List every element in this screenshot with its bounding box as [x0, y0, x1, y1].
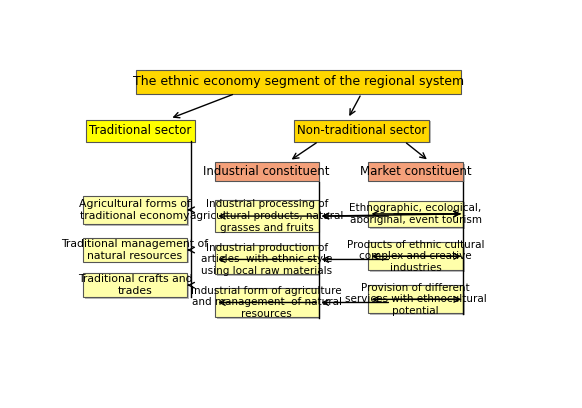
Text: Traditional sector: Traditional sector: [89, 124, 191, 137]
Bar: [215, 162, 318, 181]
Text: Industrial production of
articles  with ethnic style
using local raw materials: Industrial production of articles with e…: [201, 243, 332, 276]
Text: Traditional crafts and
trades: Traditional crafts and trades: [77, 275, 192, 296]
Text: Traditional management of
natural resources: Traditional management of natural resour…: [62, 239, 208, 261]
Bar: [88, 121, 196, 143]
Bar: [368, 162, 463, 181]
Bar: [370, 287, 464, 315]
Bar: [217, 164, 320, 182]
Bar: [83, 238, 187, 262]
Text: Agricultural forms of
traditional economy: Agricultural forms of traditional econom…: [79, 199, 191, 221]
Bar: [368, 201, 463, 227]
Bar: [217, 289, 320, 319]
Bar: [83, 196, 187, 224]
Bar: [368, 285, 463, 313]
Text: Ethnographic, ecological,
aboriginal, event tourism: Ethnographic, ecological, aboriginal, ev…: [349, 203, 482, 225]
Bar: [370, 202, 464, 229]
Text: Non-traditional sector: Non-traditional sector: [297, 124, 426, 137]
Bar: [217, 246, 320, 276]
Bar: [217, 202, 320, 233]
Text: Industrial processing of
agricultural products, natural
grasses and fruits: Industrial processing of agricultural pr…: [190, 200, 343, 233]
Bar: [215, 244, 318, 274]
Bar: [215, 200, 318, 232]
Bar: [136, 70, 461, 94]
Bar: [370, 244, 464, 272]
Bar: [85, 197, 189, 226]
Text: Industrial form of agriculture
and management  of natural
resources: Industrial form of agriculture and manag…: [191, 286, 342, 319]
Bar: [85, 240, 189, 264]
Bar: [296, 121, 431, 143]
Text: Market constituent: Market constituent: [360, 165, 471, 178]
Bar: [368, 242, 463, 271]
Bar: [86, 120, 194, 142]
Text: Industrial constituent: Industrial constituent: [204, 165, 330, 178]
Bar: [370, 164, 464, 182]
Text: The ethnic economy segment of the regional system: The ethnic economy segment of the region…: [133, 75, 464, 89]
Bar: [294, 120, 429, 142]
Bar: [138, 72, 463, 95]
Text: Products of ethnic cultural
complex and creative
industries: Products of ethnic cultural complex and …: [347, 240, 484, 273]
Bar: [83, 273, 187, 297]
Text: Provision of different
services with ethnocultural
potential: Provision of different services with eth…: [345, 283, 487, 316]
Bar: [85, 275, 189, 299]
Bar: [215, 288, 318, 317]
